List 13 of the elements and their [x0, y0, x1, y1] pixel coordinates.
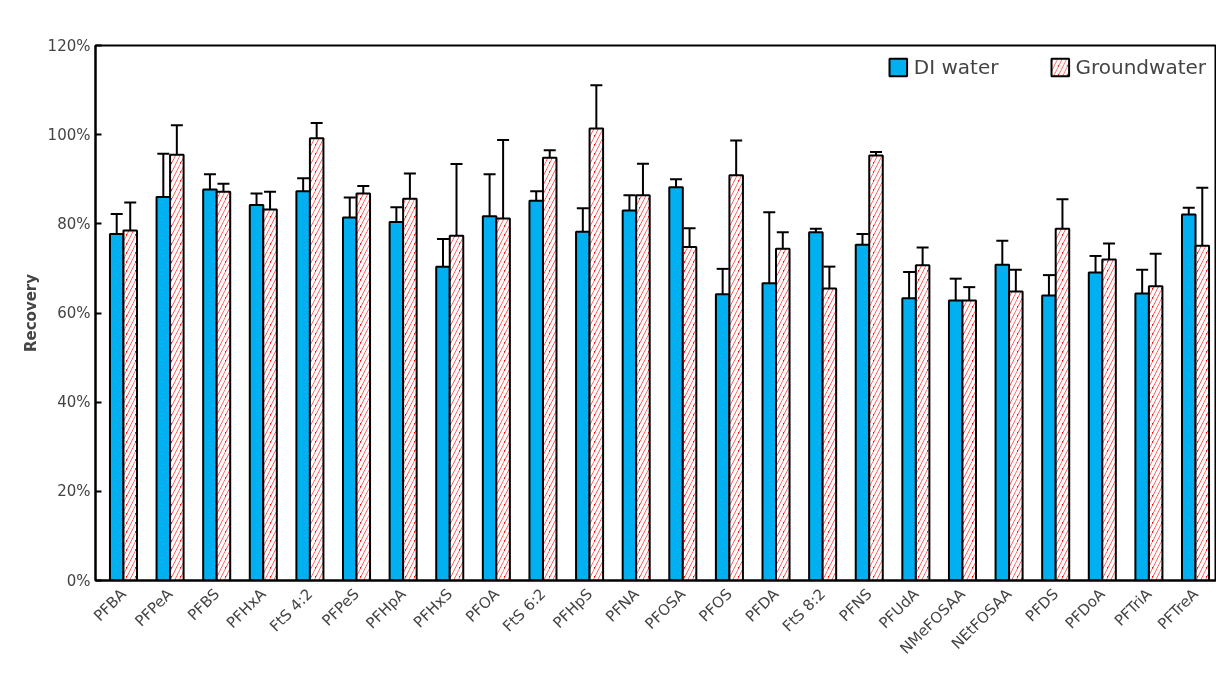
y-axis-title: Recovery — [21, 273, 40, 353]
x-tick-label: FtS 4:2 — [266, 585, 317, 636]
y-tick-label: 60% — [57, 304, 91, 322]
y-tick-label: 80% — [57, 214, 91, 233]
x-tick-label: FtS 6:2 — [499, 585, 550, 636]
y-tick-label: 0% — [66, 571, 91, 590]
x-tick-label: FtS 8:2 — [778, 585, 830, 636]
legend-label: Groundwater — [1075, 55, 1206, 79]
y-tick-label: 120% — [47, 36, 91, 55]
y-tick-label: 20% — [57, 482, 91, 501]
y-tick-label: 100% — [47, 125, 91, 144]
legend-label: DI water — [913, 55, 999, 79]
y-tick-label: 40% — [57, 393, 91, 412]
